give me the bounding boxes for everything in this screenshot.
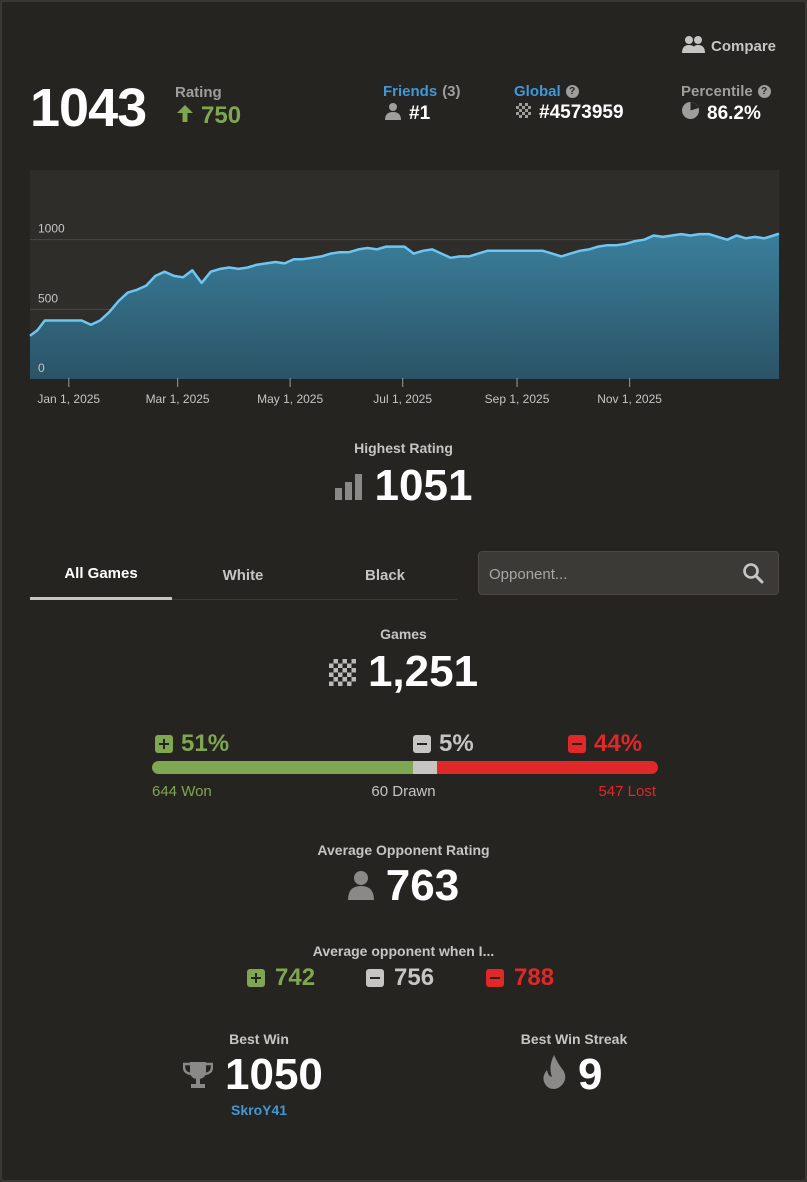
- tab-black[interactable]: Black: [364, 566, 406, 584]
- global-link[interactable]: Global: [514, 83, 561, 100]
- best-streak-label: Best Win Streak: [520, 1031, 628, 1047]
- chart-y-tick-label: 500: [38, 291, 58, 305]
- plus-icon: [247, 969, 265, 987]
- compare-button[interactable]: Compare: [682, 35, 776, 57]
- user-icon: [385, 102, 401, 126]
- friends-count: (3): [442, 83, 461, 100]
- chart-x-tick-label: May 1, 2025: [257, 392, 324, 406]
- percentile-value-text: 86.2%: [707, 102, 761, 124]
- rating-change: 750: [175, 102, 241, 130]
- opponent-search-input[interactable]: [489, 562, 729, 586]
- lost-percent-value: 44%: [594, 730, 643, 757]
- pie-icon: [682, 102, 699, 125]
- chart-x-tick-label: Sep 1, 2025: [484, 392, 550, 406]
- minus-icon: [486, 969, 504, 987]
- chart-x-tick-label: Nov 1, 2025: [597, 392, 662, 406]
- chart-x-tick-label: Jul 1, 2025: [373, 392, 432, 406]
- percentile-value: 86.2%: [682, 102, 761, 125]
- global-rank-value: #4573959: [539, 102, 624, 123]
- highest-rating-label: Highest Rating: [354, 440, 453, 456]
- percentile-label-text: Percentile: [681, 83, 753, 100]
- highest-rating: 1051: [2, 461, 805, 511]
- drawn-count: 60 Drawn: [371, 783, 436, 800]
- games-total: 1,251: [2, 647, 805, 697]
- equals-icon: [366, 969, 384, 987]
- result-bar: [152, 761, 658, 774]
- arrow-up-icon: [175, 102, 195, 130]
- chart-x-tick-label: Jan 1, 2025: [37, 392, 101, 406]
- plus-icon: [155, 735, 173, 753]
- avg-opponent-label: Average Opponent Rating: [317, 842, 490, 858]
- avg-opponent: 763: [2, 861, 805, 911]
- friends-rank-value: #1: [409, 103, 431, 124]
- friends-link[interactable]: Friends: [383, 83, 438, 100]
- best-win-value: 1050: [225, 1050, 323, 1099]
- friends-label: Friends (3): [383, 83, 461, 100]
- help-icon[interactable]: ?: [757, 85, 771, 98]
- lost-percent: 44%: [568, 730, 642, 758]
- best-win: 1050: [182, 1050, 323, 1100]
- avg-when-lost-value: 788: [514, 964, 555, 991]
- best-win-opponent-link[interactable]: SkroY41: [231, 1102, 288, 1118]
- compare-label: Compare: [711, 37, 777, 55]
- won-count: 644 Won: [152, 783, 212, 800]
- avg-when-won-value: 742: [275, 964, 316, 991]
- avg-when-label: Average opponent when I...: [312, 943, 495, 959]
- drawn-percent-value: 5%: [439, 730, 474, 757]
- tab-white[interactable]: White: [222, 566, 264, 584]
- result-bar-lost: [436, 761, 658, 774]
- opponent-search: [478, 551, 779, 595]
- avg-opponent-value: 763: [385, 861, 460, 910]
- drawn-percent: 5%: [413, 730, 474, 758]
- highest-rating-value: 1051: [374, 461, 473, 510]
- color-tabs: All Games White Black: [30, 550, 457, 600]
- best-win-label: Best Win: [229, 1031, 289, 1047]
- global-rank: #4573959: [516, 102, 624, 124]
- checkered-icon: [516, 102, 531, 124]
- current-rating: 1043: [30, 78, 147, 138]
- users-icon: [682, 35, 706, 57]
- global-label: Global ?: [514, 83, 579, 100]
- chart-x-tick-label: Mar 1, 2025: [145, 392, 210, 406]
- avg-when-drawn-value: 756: [394, 964, 435, 991]
- games-total-value: 1,251: [367, 647, 479, 696]
- help-icon[interactable]: ?: [565, 85, 579, 98]
- equals-icon: [413, 735, 431, 753]
- percentile-label: Percentile ?: [681, 83, 771, 100]
- won-percent-value: 51%: [181, 730, 230, 757]
- result-bar-drawn: [412, 761, 437, 774]
- lost-count: 547 Lost: [598, 783, 656, 800]
- flame-icon: [542, 1050, 566, 1100]
- chart-y-tick-label: 1000: [38, 222, 65, 236]
- friends-rank: #1: [385, 102, 430, 126]
- rating-history-chart[interactable]: 0 500 1000: [29, 170, 780, 387]
- tab-all-games[interactable]: All Games: [30, 550, 172, 600]
- avg-when-drawn: 756: [366, 964, 434, 992]
- chart-series-line: [29, 232, 780, 337]
- games-label: Games: [380, 626, 427, 642]
- rating-label: Rating: [175, 84, 222, 101]
- avg-when-won: 742: [247, 964, 315, 992]
- avg-when-lost: 788: [486, 964, 554, 992]
- chart-y-tick-label: 0: [38, 361, 45, 375]
- result-bar-won: [152, 761, 413, 774]
- trophy-icon: [182, 1050, 214, 1100]
- minus-icon: [568, 735, 586, 753]
- checkered-icon: [328, 647, 356, 697]
- bar-chart-icon: [334, 461, 363, 511]
- user-icon: [347, 861, 374, 911]
- won-percent: 51%: [155, 730, 229, 758]
- search-icon[interactable]: [742, 562, 764, 589]
- best-streak: 9: [542, 1050, 602, 1100]
- best-streak-value: 9: [578, 1050, 603, 1099]
- rating-change-value: 750: [201, 102, 242, 129]
